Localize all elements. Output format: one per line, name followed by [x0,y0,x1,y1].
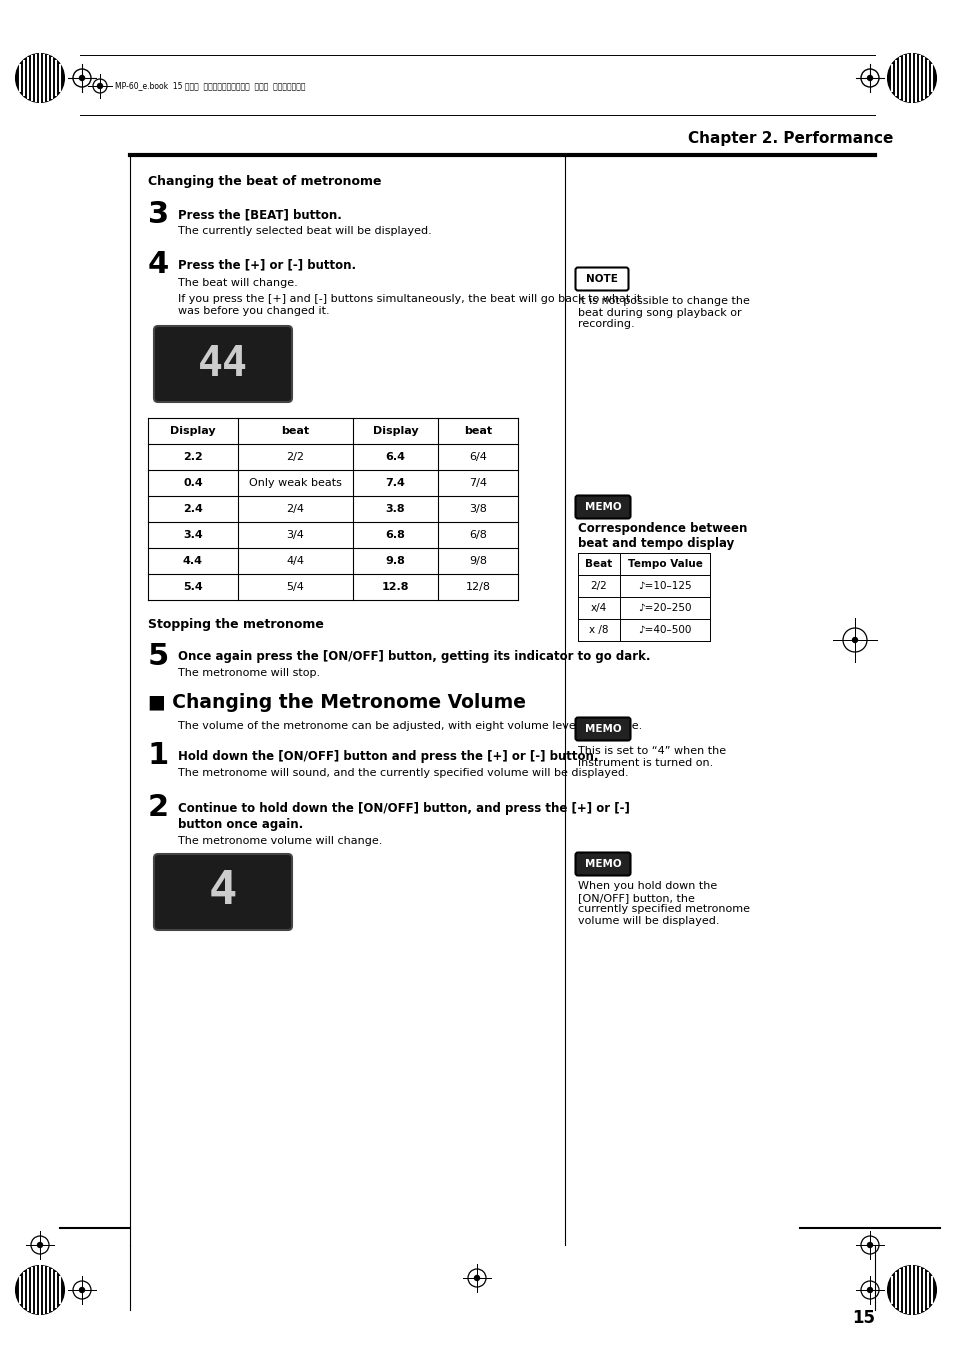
Text: The metronome volume will change.: The metronome volume will change. [178,836,382,846]
Text: 0.4: 0.4 [183,478,203,488]
Text: 5: 5 [148,642,169,671]
Text: Display: Display [373,426,417,436]
Text: 7.4: 7.4 [385,478,405,488]
Text: 7/4: 7/4 [469,478,486,488]
Text: Continue to hold down the [ON/OFF] button, and press the [+] or [-]: Continue to hold down the [ON/OFF] butto… [178,802,629,815]
FancyBboxPatch shape [575,852,630,875]
Text: ♪=20–250: ♪=20–250 [638,603,691,613]
Text: Changing the beat of metronome: Changing the beat of metronome [148,176,381,188]
Text: beat: beat [281,426,309,436]
Circle shape [79,76,85,81]
Text: button once again.: button once again. [178,817,303,831]
Text: x /8: x /8 [589,626,608,635]
Text: The currently selected beat will be displayed.: The currently selected beat will be disp… [178,226,432,236]
FancyBboxPatch shape [153,326,292,403]
Text: MEMO: MEMO [584,503,620,512]
Text: 3/4: 3/4 [286,530,304,540]
Text: 44: 44 [198,343,248,385]
Circle shape [16,54,64,101]
Text: Tempo Value: Tempo Value [627,559,701,569]
Text: The volume of the metronome can be adjusted, with eight volume levels available.: The volume of the metronome can be adjus… [178,721,641,731]
Text: MEMO: MEMO [584,859,620,869]
Text: The metronome will stop.: The metronome will stop. [178,667,320,678]
Text: 2/2: 2/2 [590,581,607,590]
Text: Press the [BEAT] button.: Press the [BEAT] button. [178,208,341,222]
Text: 2: 2 [148,793,169,821]
Text: 4: 4 [209,870,237,915]
Text: 1: 1 [148,740,169,770]
Text: Correspondence between
beat and tempo display: Correspondence between beat and tempo di… [578,521,746,550]
Text: 3: 3 [148,200,169,230]
Circle shape [866,76,872,81]
Text: MP-60_e.book  15 ページ  ２００５年３月２３日  水曜日  午後５晎５２分: MP-60_e.book 15 ページ ２００５年３月２３日 水曜日 午後５晎５… [115,81,305,91]
Text: 2/4: 2/4 [286,504,304,513]
Text: When you hold down the
[ON/OFF] button, the
currently specified metronome
volume: When you hold down the [ON/OFF] button, … [578,881,749,925]
Circle shape [866,1288,872,1293]
Text: 6/8: 6/8 [469,530,486,540]
Text: 12.8: 12.8 [381,582,409,592]
Text: ♪=10–125: ♪=10–125 [638,581,691,590]
Text: NOTE: NOTE [585,274,618,284]
Circle shape [866,1243,872,1247]
Text: Press the [+] or [-] button.: Press the [+] or [-] button. [178,258,355,272]
Text: 5/4: 5/4 [286,582,304,592]
Circle shape [37,1243,43,1247]
Text: Beat: Beat [585,559,612,569]
Text: This is set to “4” when the
instrument is turned on.: This is set to “4” when the instrument i… [578,746,725,767]
Text: ■ Changing the Metronome Volume: ■ Changing the Metronome Volume [148,693,525,712]
Circle shape [887,1266,935,1315]
Text: 9/8: 9/8 [469,557,486,566]
FancyBboxPatch shape [575,267,628,290]
Text: Stopping the metronome: Stopping the metronome [148,617,323,631]
Text: 2.2: 2.2 [183,453,203,462]
Text: 3.4: 3.4 [183,530,203,540]
Text: 4.4: 4.4 [183,557,203,566]
Text: If you press the [+] and [-] buttons simultaneously, the beat will go back to wh: If you press the [+] and [-] buttons sim… [178,295,640,316]
Text: 6.8: 6.8 [385,530,405,540]
Text: 4/4: 4/4 [286,557,304,566]
Text: beat: beat [463,426,492,436]
Text: Display: Display [170,426,215,436]
Circle shape [474,1275,479,1281]
Text: x/4: x/4 [590,603,606,613]
Circle shape [852,638,857,643]
Text: The beat will change.: The beat will change. [178,278,297,288]
Text: Chapter 2. Performance: Chapter 2. Performance [687,131,892,146]
FancyBboxPatch shape [153,854,292,929]
Text: 15: 15 [851,1309,874,1327]
FancyBboxPatch shape [575,496,630,519]
Circle shape [97,84,102,89]
Text: Hold down the [ON/OFF] button and press the [+] or [-] button.: Hold down the [ON/OFF] button and press … [178,750,598,763]
Circle shape [79,1288,85,1293]
Text: 6.4: 6.4 [385,453,405,462]
Text: 6/4: 6/4 [469,453,486,462]
Text: 4: 4 [148,250,169,280]
Text: 2.4: 2.4 [183,504,203,513]
Text: MEMO: MEMO [584,724,620,734]
Text: Once again press the [ON/OFF] button, getting its indicator to go dark.: Once again press the [ON/OFF] button, ge… [178,650,650,663]
Text: Only weak beats: Only weak beats [249,478,341,488]
Text: 3/8: 3/8 [469,504,486,513]
Circle shape [16,1266,64,1315]
Text: 2/2: 2/2 [286,453,304,462]
Text: ♪=40–500: ♪=40–500 [638,626,691,635]
Text: The metronome will sound, and the currently specified volume will be displayed.: The metronome will sound, and the curren… [178,767,628,778]
Text: 3.8: 3.8 [385,504,405,513]
FancyBboxPatch shape [575,717,630,740]
Text: 12/8: 12/8 [465,582,490,592]
Text: 5.4: 5.4 [183,582,203,592]
Text: It is not possible to change the
beat during song playback or
recording.: It is not possible to change the beat du… [578,296,749,330]
Circle shape [887,54,935,101]
Text: 9.8: 9.8 [385,557,405,566]
